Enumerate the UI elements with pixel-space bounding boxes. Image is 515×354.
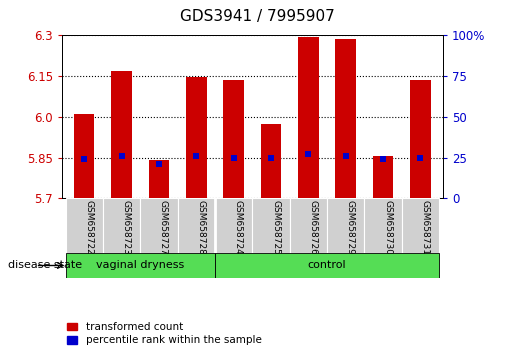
Bar	[74, 114, 94, 198]
Text: GSM658725: GSM658725	[271, 200, 280, 255]
Text: GDS3941 / 7995907: GDS3941 / 7995907	[180, 9, 335, 24]
Bar	[252, 198, 290, 253]
Text: GSM658731: GSM658731	[420, 200, 430, 255]
Bar	[335, 39, 356, 198]
Bar	[186, 77, 207, 198]
Text: GSM658730: GSM658730	[383, 200, 392, 255]
Bar	[365, 198, 402, 253]
Legend: transformed count, percentile rank within the sample: transformed count, percentile rank withi…	[67, 322, 262, 345]
Bar	[290, 198, 327, 253]
Text: GSM658722: GSM658722	[84, 200, 93, 255]
Bar	[149, 160, 169, 198]
Text: GSM658727: GSM658727	[159, 200, 168, 255]
Bar	[298, 37, 319, 198]
Text: GSM658726: GSM658726	[308, 200, 317, 255]
Bar	[65, 198, 103, 253]
Bar	[327, 198, 365, 253]
Bar	[65, 253, 215, 278]
Bar	[215, 253, 439, 278]
Bar	[140, 198, 178, 253]
Text: GSM658723: GSM658723	[122, 200, 131, 255]
Text: disease state: disease state	[8, 261, 82, 270]
Bar	[224, 80, 244, 198]
Bar	[410, 80, 431, 198]
Text: vaginal dryness: vaginal dryness	[96, 261, 184, 270]
Bar	[261, 124, 281, 198]
Text: control: control	[308, 261, 347, 270]
Bar	[111, 71, 132, 198]
Bar	[178, 198, 215, 253]
Bar	[402, 198, 439, 253]
Bar	[373, 156, 393, 198]
Text: GSM658729: GSM658729	[346, 200, 355, 255]
Bar	[103, 198, 140, 253]
Text: GSM658728: GSM658728	[196, 200, 205, 255]
Text: GSM658724: GSM658724	[234, 200, 243, 255]
Bar	[215, 198, 252, 253]
